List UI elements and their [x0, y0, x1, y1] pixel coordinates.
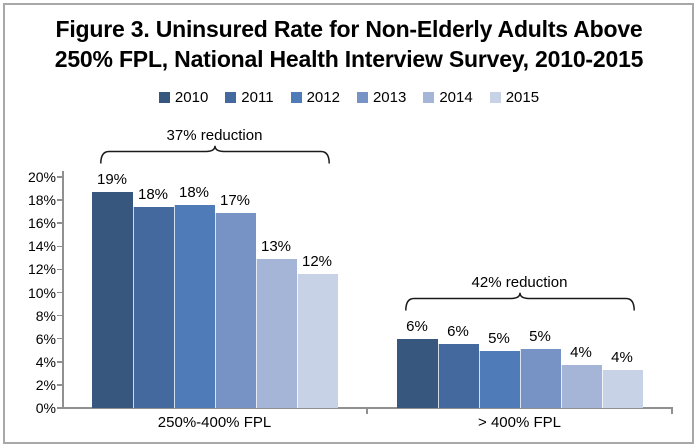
legend-item-2013: 2013 [356, 89, 407, 106]
bar-value-label: 18% [137, 186, 169, 204]
x-axis-category-label: > 400% FPL [478, 414, 561, 431]
bar-value-label: 5% [529, 328, 551, 346]
legend-item-2012: 2012 [290, 89, 340, 106]
y-axis-tick-mark [57, 361, 63, 363]
bar-2014-group1 [255, 259, 297, 408]
chart-title-line2: 250% FPL, National Health Interview Surv… [54, 46, 644, 72]
y-axis-line [62, 171, 64, 408]
bar-value-label: 4% [611, 348, 633, 366]
y-axis-tick-label: 6% [35, 330, 56, 347]
bar-2010-group1 [91, 192, 133, 408]
bar-value-label: 12% [301, 253, 333, 271]
reduction-brace [404, 292, 635, 311]
y-axis-tick-label: 20% [27, 169, 56, 185]
bar-2013-group1 [214, 212, 256, 408]
y-axis-tick-mark [57, 337, 63, 340]
y-axis-tick-mark [57, 407, 63, 409]
x-axis-category-label: 250%-400% FPL [157, 414, 272, 431]
y-axis-tick-label: 12% [27, 261, 56, 278]
bar-value-label: 13% [260, 238, 292, 255]
y-axis-tick-label: 8% [35, 307, 56, 324]
reduction-brace [99, 145, 330, 164]
legend-swatch-icon [290, 92, 302, 103]
legend-swatch-icon [423, 92, 435, 103]
legend-swatch-icon [158, 92, 170, 103]
reduction-annotation-text: 37% reduction [166, 127, 263, 144]
legend-label: 2013 [372, 89, 407, 106]
legend-label: 2015 [505, 89, 540, 106]
y-axis-tick-label: 0% [35, 400, 56, 416]
legend-swatch-icon [356, 92, 368, 103]
legend-label: 2014 [439, 89, 473, 106]
bar-value-label: 4% [570, 344, 592, 362]
y-axis-tick-mark [57, 291, 63, 294]
legend-item-2014: 2014 [423, 89, 473, 106]
legend-item-2015: 2015 [489, 89, 540, 106]
bar-2012-group1 [173, 204, 215, 408]
bar-2015-group2 [601, 369, 643, 408]
y-axis-tick-mark [57, 199, 63, 201]
y-axis-tick-label: 16% [27, 215, 56, 232]
x-axis-line [62, 407, 673, 409]
chart-title: Figure 3. Uninsured Rate for Non-Elderly… [0, 14, 698, 74]
bar-2015-group1 [296, 274, 338, 408]
bar-2011-group2 [437, 344, 479, 408]
y-axis-tick-label: 18% [27, 192, 56, 209]
y-axis-tick-label: 14% [27, 238, 56, 255]
figure-border [3, 3, 694, 444]
legend-item-2010: 2010 [158, 89, 209, 106]
y-axis-tick-mark [57, 268, 63, 271]
bar-value-label: 6% [406, 317, 428, 335]
bar-value-label: 6% [447, 323, 469, 341]
x-axis-tick-mark [671, 408, 673, 414]
y-axis-tick-label: 2% [35, 376, 56, 393]
bar-2014-group2 [560, 365, 602, 408]
bar-2013-group2 [519, 349, 561, 408]
y-axis-tick-mark [57, 176, 63, 178]
legend: 2010 2011 2012 2013 2014 2015 [0, 89, 698, 106]
bar-value-label: 19% [96, 171, 128, 188]
y-axis-tick-mark [57, 245, 63, 248]
legend-swatch-icon [489, 92, 501, 103]
y-axis-tick-label: 10% [27, 284, 56, 301]
chart-title-line1: Figure 3. Uninsured Rate for Non-Elderly… [55, 16, 643, 42]
legend-label: 2012 [306, 89, 340, 106]
y-axis-tick-mark [57, 314, 63, 317]
reduction-annotation-text: 42% reduction [471, 273, 568, 291]
bar-value-label: 5% [488, 330, 510, 348]
bar-value-label: 18% [178, 183, 210, 201]
legend-swatch-icon [225, 92, 237, 103]
bar-2012-group2 [478, 351, 520, 408]
bar-2010-group2 [396, 338, 438, 408]
y-axis-tick-label: 4% [35, 353, 56, 370]
legend-label: 2011 [241, 89, 274, 106]
bar-2011-group1 [132, 207, 174, 408]
y-axis-tick-mark [57, 384, 63, 386]
y-axis-tick-mark [57, 222, 63, 224]
legend-item-2011: 2011 [225, 89, 274, 106]
legend-label: 2010 [174, 89, 209, 106]
bar-value-label: 17% [219, 191, 251, 209]
x-axis-tick-mark [366, 408, 368, 414]
